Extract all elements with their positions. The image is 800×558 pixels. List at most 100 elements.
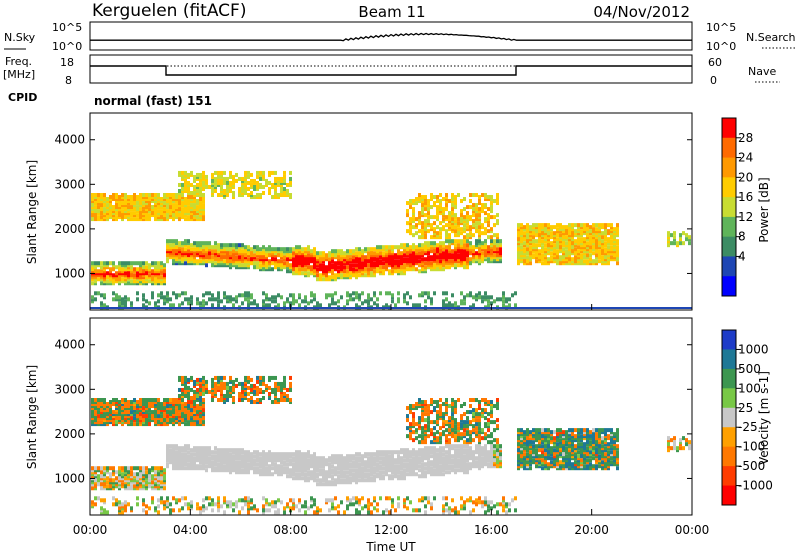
- power-cell: [304, 247, 307, 251]
- power-cell: [184, 171, 187, 175]
- power-cell: [475, 203, 478, 207]
- velocity-cell: [268, 502, 271, 506]
- power-cell: [430, 261, 433, 265]
- velocity-cell: [187, 450, 190, 454]
- power-cell: [280, 193, 283, 197]
- power-cell: [100, 265, 103, 269]
- velocity-cell: [298, 508, 301, 512]
- power-cell: [367, 293, 370, 297]
- power-cell: [241, 301, 244, 305]
- velocity-cell: [328, 508, 331, 512]
- power-cell: [463, 207, 466, 211]
- velocity-cell: [265, 508, 268, 512]
- velocity-cell: [187, 410, 190, 414]
- velocity-cell: [142, 406, 145, 410]
- power-cell: [316, 273, 319, 277]
- velocity-cell: [97, 414, 100, 418]
- velocity-cell: [280, 500, 283, 504]
- velocity-cell: [136, 418, 139, 422]
- power-cell: [181, 193, 184, 197]
- power-cell: [124, 299, 127, 303]
- velocity-cell: [166, 462, 169, 466]
- velocity-cell: [283, 506, 286, 510]
- power-cell: [496, 243, 499, 247]
- power-cell: [523, 225, 526, 229]
- velocity-cell: [124, 398, 127, 402]
- power-cell: [208, 297, 211, 301]
- power-cell: [430, 235, 433, 239]
- power-cell: [580, 253, 583, 257]
- power-cell: [121, 261, 124, 265]
- power-cell: [535, 223, 538, 227]
- velocity-cell: [316, 482, 319, 486]
- power-cell: [370, 247, 373, 251]
- velocity-cell: [217, 448, 220, 452]
- velocity-cell: [214, 454, 217, 458]
- power-cell: [397, 245, 400, 249]
- power-cell: [235, 295, 238, 299]
- power-cell: [490, 295, 493, 299]
- power-cell: [169, 239, 172, 243]
- velocity-cell: [226, 448, 229, 452]
- velocity-cell: [340, 454, 343, 458]
- power-cell: [418, 243, 421, 247]
- power-cell: [469, 231, 472, 235]
- velocity-cell: [256, 386, 259, 390]
- power-cell: [556, 249, 559, 253]
- power-cell: [130, 301, 133, 305]
- power-cell: [199, 241, 202, 245]
- power-cell: [280, 295, 283, 299]
- power-cell: [535, 259, 538, 263]
- power-cell: [412, 251, 415, 255]
- power-cell: [337, 265, 340, 269]
- velocity-cell: [190, 448, 193, 452]
- power-cell: [154, 265, 157, 269]
- power-cell: [604, 247, 607, 251]
- power-cell: [154, 261, 157, 265]
- velocity-cell: [238, 382, 241, 386]
- velocity-cell: [142, 398, 145, 402]
- power-cell: [100, 215, 103, 219]
- power-cell: [199, 259, 202, 263]
- power-cell: [187, 199, 190, 203]
- power-cell: [541, 245, 544, 249]
- velocity-cell: [244, 376, 247, 380]
- power-cell: [469, 257, 472, 261]
- velocity-cell: [295, 504, 298, 508]
- power-cell: [94, 297, 97, 301]
- power-cell: [550, 231, 553, 235]
- power-cell: [601, 223, 604, 227]
- power-cell: [334, 249, 337, 253]
- power-cell: [373, 269, 376, 273]
- power-cell: [481, 231, 484, 235]
- power-cell: [142, 279, 145, 283]
- power-cell: [223, 243, 226, 247]
- velocity-cell: [268, 392, 271, 396]
- power-cell: [514, 303, 517, 307]
- velocity-cell: [112, 502, 115, 506]
- velocity-cell: [301, 452, 304, 456]
- power-cell: [556, 227, 559, 231]
- power-cell: [445, 291, 448, 295]
- power-cell: [223, 291, 226, 295]
- power-cell: [370, 271, 373, 275]
- velocity-cell: [199, 384, 202, 388]
- power-cell: [565, 235, 568, 239]
- power-cell: [445, 223, 448, 227]
- velocity-cell: [121, 510, 124, 514]
- velocity-cell: [163, 468, 166, 472]
- power-cell: [166, 297, 169, 301]
- power-cell: [289, 193, 292, 197]
- power-cell: [442, 251, 445, 255]
- velocity-cell: [133, 422, 136, 426]
- velocity-cell: [181, 506, 184, 510]
- velocity-cell: [232, 396, 235, 400]
- power-cell: [151, 275, 154, 279]
- velocity-cell: [157, 414, 160, 418]
- power-cell: [133, 193, 136, 197]
- power-cell: [199, 179, 202, 183]
- power-cell: [466, 225, 469, 229]
- velocity-cell: [331, 464, 334, 468]
- velocity-cell: [241, 382, 244, 386]
